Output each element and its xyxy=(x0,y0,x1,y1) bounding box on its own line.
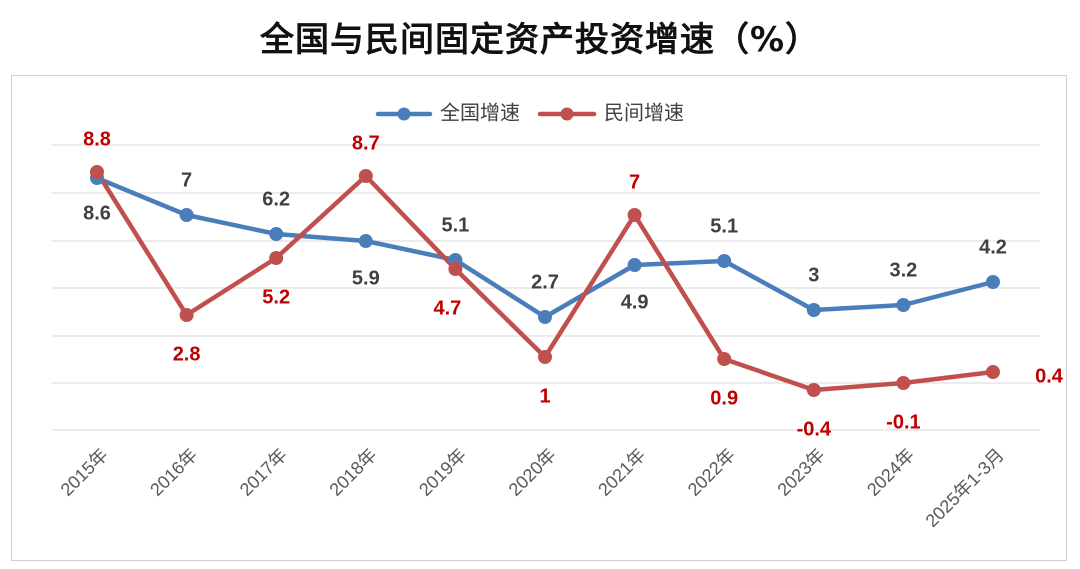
data-label-series2: 5.2 xyxy=(262,286,290,308)
data-label-series1: 8.6 xyxy=(83,202,111,224)
data-point-series1 xyxy=(269,227,284,241)
legend-label-2: 民间增速 xyxy=(604,101,684,125)
data-label-series1: 5.9 xyxy=(352,267,380,289)
x-tick-label: 2017年 xyxy=(236,445,291,500)
data-label-series1: 5.1 xyxy=(441,214,469,236)
data-label-series2: 4.7 xyxy=(433,297,461,319)
data-label-series2: 1 xyxy=(539,385,550,407)
x-tick-label: 2023年 xyxy=(773,445,828,500)
data-point-series1 xyxy=(717,254,732,268)
data-label-series2: -0.4 xyxy=(797,418,832,440)
data-point-series1 xyxy=(179,208,194,222)
data-label-series2: 8.8 xyxy=(83,128,111,150)
data-point-series1 xyxy=(896,298,911,312)
data-point-series2 xyxy=(269,251,284,265)
chart-title: 全国与民间固定资产投资增速（%） xyxy=(259,20,821,60)
data-label-series1: 2.7 xyxy=(531,271,559,293)
x-tick-label: 2016年 xyxy=(146,445,201,500)
x-tick-label: 2020年 xyxy=(505,445,560,500)
x-tick-label: 2022年 xyxy=(684,445,739,500)
x-tick-label: 2015年 xyxy=(57,445,112,500)
data-point-series1 xyxy=(806,303,821,317)
data-label-series1: 4.9 xyxy=(621,291,649,313)
data-label-series2: 0.9 xyxy=(710,387,738,409)
data-point-series2 xyxy=(538,350,552,364)
data-point-series2 xyxy=(896,376,911,390)
data-point-series2 xyxy=(986,365,1000,379)
data-label-series2: 8.7 xyxy=(352,132,380,154)
data-label-series2: -0.1 xyxy=(886,411,920,433)
data-label-series1: 6.2 xyxy=(262,188,290,210)
data-label-series1: 4.2 xyxy=(979,236,1007,258)
data-point-series2 xyxy=(717,352,732,366)
data-point-series2 xyxy=(90,165,104,179)
data-point-series2 xyxy=(448,262,463,276)
legend-marker-1 xyxy=(397,107,411,121)
data-point-series2 xyxy=(358,169,373,183)
data-label-series1: 3 xyxy=(808,264,819,286)
data-label-series1: 7 xyxy=(181,169,192,191)
legend-label-1: 全国增速 xyxy=(440,101,520,125)
data-point-series1 xyxy=(986,275,1000,289)
data-point-series1 xyxy=(538,310,552,324)
data-point-series1 xyxy=(358,234,373,248)
legend-marker-2 xyxy=(560,107,574,121)
x-tick-label: 2019年 xyxy=(415,445,470,500)
data-label-series2: 0.4 xyxy=(1035,365,1064,387)
data-label-series1: 3.2 xyxy=(889,259,917,281)
data-point-series2 xyxy=(806,383,821,397)
data-label-series2: 2.8 xyxy=(173,343,201,365)
x-tick-label: 2024年 xyxy=(863,445,918,500)
x-tick-label: 2018年 xyxy=(325,445,380,500)
data-point-series1 xyxy=(627,258,642,272)
data-label-series1: 5.1 xyxy=(710,215,738,237)
x-tick-label: 2021年 xyxy=(594,445,649,500)
x-tick-label: 2025年1-3月 xyxy=(922,445,1008,531)
data-label-series2: 7 xyxy=(629,171,640,193)
data-point-series2 xyxy=(627,208,642,222)
data-point-series2 xyxy=(179,308,194,322)
series-line-1 xyxy=(94,175,996,320)
